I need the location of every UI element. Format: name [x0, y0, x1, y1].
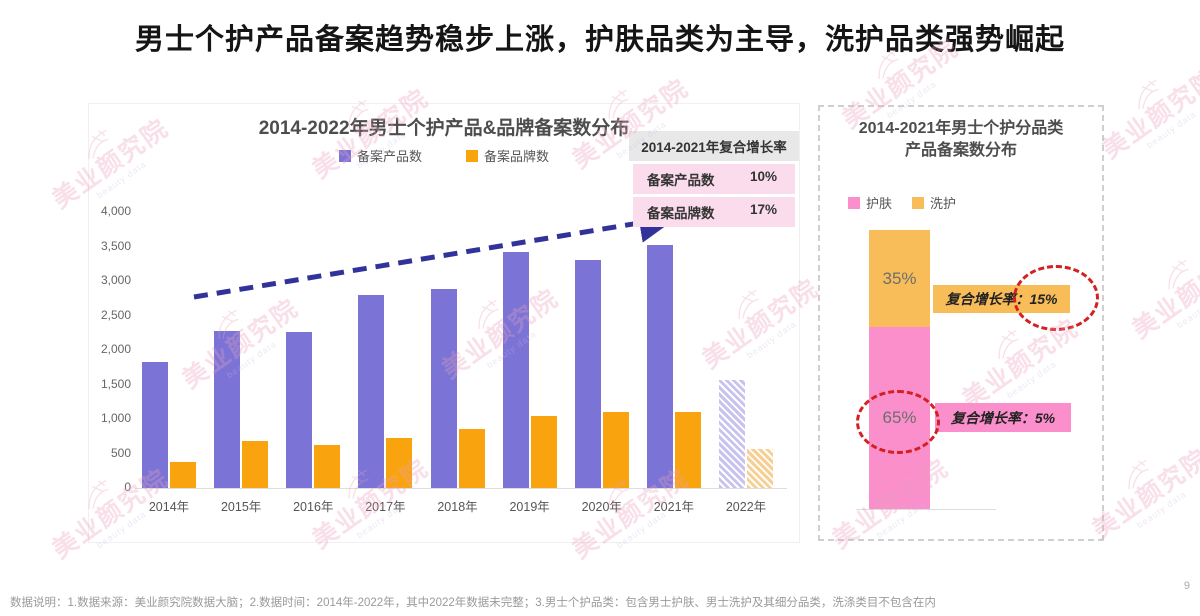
stacked-bar: 35% 65% [869, 230, 930, 509]
bar-group [141, 362, 197, 488]
cagr-row-brands: 备案品牌数 17% [633, 197, 795, 227]
bar-group [213, 331, 269, 488]
product-bar [358, 295, 385, 488]
brand-bar [530, 416, 557, 488]
brand-bar [242, 441, 269, 488]
x-axis-line [135, 488, 787, 489]
y-axis-tick: 3,000 [100, 273, 131, 287]
cagr-row-label: 备案产品数 [647, 173, 715, 188]
wash-segment: 35% [869, 230, 930, 327]
cagr-row-value: 17% [749, 202, 777, 217]
brand-bar [674, 412, 701, 488]
watermark-flourish-icon [1128, 460, 1149, 490]
product-bar [646, 245, 673, 488]
watermark-flourish-icon [1168, 260, 1189, 290]
brand-bar [602, 412, 629, 488]
bar-group [646, 245, 702, 488]
highlight-circle-65pct [856, 390, 940, 454]
y-axis-tick: 2,500 [100, 307, 131, 322]
y-axis-tick: 3,500 [100, 238, 131, 253]
page-title: 男士个护产品备案趋势稳步上涨，护肤品类为主导，洗护品类强势崛起 [134, 24, 1065, 56]
y-axis-tick: 2,000 [100, 342, 131, 356]
watermark-text: 美业颜究院 [1127, 243, 1200, 345]
legend-item-products: 备案产品数 [338, 146, 422, 165]
x-axis-label: 2017年 [365, 500, 406, 514]
watermark-text: 美业颜究院 [1087, 443, 1200, 545]
bar-group [718, 380, 774, 488]
skincare-cagr-callout: 复合增长率：5% [935, 403, 1071, 432]
bar-group [285, 332, 341, 488]
brand-bar [170, 462, 196, 488]
product-bar [719, 380, 745, 488]
skincare-swatch-icon [848, 196, 860, 209]
x-axis-label: 2018年 [437, 500, 478, 514]
y-axis-tick: 1,500 [100, 376, 131, 391]
x-axis-label: 2021年 [653, 500, 695, 514]
watermark-text: 美业颜究院 [1097, 63, 1200, 165]
brand-bar [386, 438, 413, 488]
cagr-row-value: 10% [749, 169, 777, 184]
product-bar [214, 331, 241, 488]
product-bar [286, 332, 313, 488]
product-bar [142, 362, 168, 488]
legend-label: 备案产品数 [356, 149, 422, 164]
y-axis: 0 500 1,000 1,500 2,000 2,500 3,000 3,500 4,000 [89, 104, 135, 542]
bar-group [430, 289, 486, 488]
cagr-box-header: 2014-2021年复合增长率 [629, 131, 799, 161]
legend-item-skincare: 护肤 [848, 193, 892, 212]
watermark-flourish-icon [1138, 80, 1159, 110]
cagr-row-label: 备案品牌数 [647, 206, 715, 221]
legend-label: 护肤 [866, 196, 893, 211]
bar-group [502, 252, 558, 488]
product-bar [502, 252, 529, 488]
footer-note: 数据说明：1.数据来源：美业颜究院数据大脑；2.数据时间：2014年-2022年… [10, 597, 936, 609]
right-chart-title: 2014-2021年男士个护分品类 产品备案数分布 [820, 118, 1102, 163]
watermark-subtext: beauty data [1144, 108, 1199, 151]
brand-bar [314, 445, 341, 488]
right-chart-title-line2: 产品备案数分布 [904, 142, 1017, 160]
cagr-box: 2014-2021年复合增长率 备案产品数 10% 备案品牌数 17% [629, 131, 799, 227]
x-axis-label: 2016年 [293, 500, 334, 514]
right-chart-panel: 2014-2021年男士个护分品类 产品备案数分布 护肤 洗护 35% 65% … [818, 105, 1104, 541]
x-axis: 2014年 2015年 2016年 2017年 2018年 2019年 2020年 2021年… [141, 496, 774, 515]
brands-swatch-icon [466, 149, 478, 162]
legend-label: 备案品牌数 [484, 149, 550, 164]
right-axis-line [856, 509, 996, 510]
x-axis-label: 2022年 [725, 500, 767, 514]
left-chart-panel: 2014-2022年男士个护产品&品牌备案数分布 备案产品数 备案品牌数 0 50… [88, 103, 800, 543]
wash-swatch-icon [912, 196, 925, 209]
legend-item-wash: 洗护 [912, 193, 956, 212]
wash-percent-label: 35% [882, 268, 917, 288]
product-bar [430, 289, 457, 488]
x-axis-label: 2015年 [220, 500, 262, 514]
right-chart-legend: 护肤 洗护 [848, 193, 956, 212]
y-axis-tick: 0 [124, 480, 131, 494]
left-chart-legend: 备案产品数 备案品牌数 [89, 146, 799, 165]
brand-bar [747, 449, 773, 488]
watermark-subtext: beauty data [1134, 488, 1189, 531]
right-chart-title-line1: 2014-2021年男士个护分品类 [858, 120, 1064, 137]
x-axis-label: 2014年 [148, 500, 190, 514]
bar-group [574, 260, 630, 488]
legend-label: 洗护 [930, 196, 957, 211]
watermark-subtext: beauty data [1174, 289, 1200, 331]
page-number: 9 [1183, 580, 1190, 592]
highlight-circle-15pct [1013, 265, 1099, 331]
x-axis-label: 2020年 [581, 500, 622, 514]
y-axis-tick: 4,000 [100, 204, 131, 218]
brand-bar [458, 429, 485, 488]
x-axis-label: 2019年 [509, 500, 550, 514]
legend-item-brands: 备案品牌数 [466, 146, 549, 165]
product-bar [574, 260, 601, 488]
left-chart-title: 2014-2022年男士个护产品&品牌备案数分布 [258, 118, 630, 139]
y-axis-tick: 500 [110, 445, 131, 460]
cagr-row-products: 备案产品数 10% [633, 164, 795, 194]
y-axis-tick: 1,000 [100, 411, 131, 425]
products-swatch-icon [338, 149, 351, 162]
bar-group [357, 295, 413, 488]
